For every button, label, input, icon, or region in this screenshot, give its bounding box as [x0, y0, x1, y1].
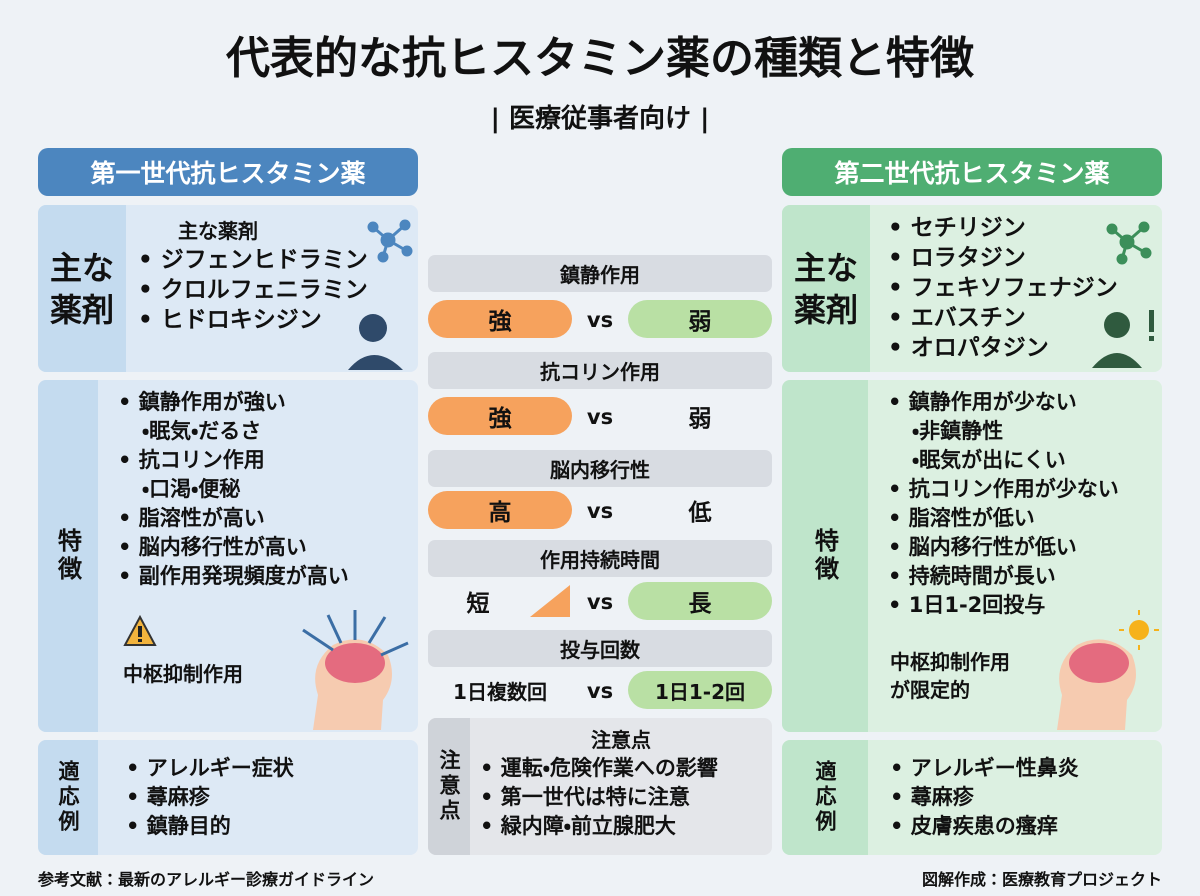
- list-item: アレルギー症状: [126, 754, 294, 783]
- list-item: 皮膚疾患の瘙痒: [890, 812, 1079, 841]
- comparison-title: 脳内移行性: [428, 450, 772, 487]
- feature-list: 鎮静作用が少ない非鎮静性眠気が出にくい抗コリン作用が少ない脂溶性が低い脳内移行性…: [888, 388, 1119, 620]
- drugs-label: 主な 薬剤: [38, 205, 126, 372]
- list-item: 鎮静目的: [126, 812, 294, 841]
- list-item: クロルフェニラミン: [138, 275, 368, 305]
- comparison-title: 作用持続時間: [428, 540, 772, 577]
- vs: vs: [586, 308, 614, 332]
- left-header: 第一世代抗ヒスタミン薬: [38, 148, 418, 196]
- caution-panel: 注意点 注意点 運転・危険作業への影響第一世代は特に注意緑内障・前立腺肥大: [428, 718, 772, 855]
- left-value: 強: [428, 300, 572, 338]
- note: 中枢抑制作用: [123, 662, 243, 686]
- indication-list: アレルギー性鼻炎蕁麻疹皮膚疾患の瘙痒: [890, 754, 1079, 841]
- list-item: 運転・危険作業への影響: [480, 754, 718, 783]
- label-line: 薬剤: [793, 290, 858, 329]
- note-line: が限定的: [890, 678, 970, 702]
- list-item: 抗コリン作用: [118, 446, 349, 475]
- list-item: 緑内障・前立腺肥大: [480, 812, 718, 841]
- person-icon: [1092, 310, 1154, 368]
- list-item: 持続時間が長い: [888, 562, 1119, 591]
- list-item: 鎮静作用が強い: [118, 388, 349, 417]
- list-item: オロパタジン: [888, 333, 1118, 363]
- right-drugs-panel: 主な薬剤 セチリジンロラタジンフェキソフェナジンエバスチンオロパタジン: [782, 205, 1162, 372]
- list-item: フェキソフェナジン: [888, 273, 1118, 303]
- brain-icon: [302, 610, 409, 730]
- list-item: 蕁麻疹: [126, 783, 294, 812]
- features-label: 特徴: [782, 380, 868, 732]
- right-value: 長: [628, 582, 772, 620]
- left-indications-panel: 適応例 アレルギー症状蕁麻疹鎮静目的: [38, 740, 418, 855]
- right-value: 弱: [688, 406, 712, 432]
- list-item: 鎮静作用が少ない: [888, 388, 1119, 417]
- label-line: 主な: [793, 248, 858, 287]
- drug-list: ジフェンヒドラミンクロルフェニラミンヒドロキシジン: [138, 245, 368, 335]
- list-item: 脂溶性が高い: [118, 504, 349, 533]
- duration-triangle: [530, 585, 570, 617]
- right-indications-panel: 適応例 アレルギー性鼻炎蕁麻疹皮膚疾患の瘙痒: [782, 740, 1162, 855]
- left-value: 強: [428, 397, 572, 435]
- label-line: 主な: [49, 248, 114, 287]
- list-item: 1日1-2回投与: [888, 591, 1119, 620]
- note-line: 中枢抑制作用: [890, 650, 1010, 674]
- right-value: 弱: [628, 300, 772, 338]
- right-value: 1日1-2回: [628, 671, 772, 709]
- sub-item: 眠気・だるさ: [118, 417, 349, 446]
- caution-list: 運転・危険作業への影響第一世代は特に注意緑内障・前立腺肥大: [480, 754, 718, 841]
- right-features-panel: 特徴 鎮静作用が少ない非鎮静性眠気が出にくい抗コリン作用が少ない脂溶性が低い脳内…: [782, 380, 1162, 732]
- vs: vs: [586, 590, 614, 614]
- left-features-panel: 特徴 鎮静作用が強い眠気・だるさ抗コリン作用口渇・便秘脂溶性が高い脳内移行性が高…: [38, 380, 418, 732]
- left-drugs-panel: 主な薬剤 主な薬剤 ジフェンヒドラミンクロルフェニラミンヒドロキシジン: [38, 205, 418, 372]
- list-item: 蕁麻疹: [890, 783, 1079, 812]
- left-value: 1日複数回: [453, 679, 547, 704]
- comparison-title: 鎮静作用: [428, 255, 772, 292]
- comparison-title: 投与回数: [428, 630, 772, 667]
- list-item: 脳内移行性が高い: [118, 533, 349, 562]
- drugs-heading: 主な薬剤: [178, 219, 258, 243]
- list-item: アレルギー性鼻炎: [890, 754, 1079, 783]
- sleepy-person-icon: [348, 314, 403, 370]
- right-header: 第二世代抗ヒスタミン薬: [782, 148, 1162, 196]
- left-value: 短: [466, 591, 490, 617]
- label-line: 薬剤: [49, 290, 114, 329]
- sub-item: 眠気が出にくい: [888, 446, 1119, 475]
- caution-heading: 注意点: [591, 728, 651, 752]
- features-label: 特徴: [38, 380, 98, 732]
- molecule-icon: [367, 219, 413, 263]
- footer-right: 図解作成：医療教育プロジェクト: [921, 870, 1162, 889]
- list-item: セチリジン: [888, 213, 1118, 243]
- note: 中枢抑制作用 が限定的: [890, 648, 1010, 704]
- drug-list: セチリジンロラタジンフェキソフェナジンエバスチンオロパタジン: [888, 213, 1118, 363]
- indications-label: 適応例: [782, 740, 868, 855]
- indications-label: 適応例: [38, 740, 98, 855]
- vs: vs: [586, 679, 614, 703]
- indication-list: アレルギー症状蕁麻疹鎮静目的: [126, 754, 294, 841]
- sub-item: 口渇・便秘: [118, 475, 349, 504]
- subtitle: | 医療従事者向け |: [490, 104, 710, 134]
- comparison-title: 抗コリン作用: [428, 352, 772, 389]
- brain-icon: [1057, 610, 1159, 730]
- list-item: ロラタジン: [888, 243, 1118, 273]
- sub-item: 非鎮静性: [888, 417, 1119, 446]
- list-item: 抗コリン作用が少ない: [888, 475, 1119, 504]
- list-item: 脂溶性が低い: [888, 504, 1119, 533]
- title: 代表的な抗ヒスタミン薬の種類と特徴: [226, 33, 974, 84]
- list-item: 副作用発現頻度が高い: [118, 562, 349, 591]
- footer-left: 参考文献：最新のアレルギー診療ガイドライン: [38, 870, 375, 889]
- molecule-icon: [1106, 221, 1152, 265]
- list-item: 脳内移行性が低い: [888, 533, 1119, 562]
- drugs-label: 主な 薬剤: [782, 205, 870, 372]
- caution-label: 注意点: [428, 718, 470, 855]
- list-item: エバスチン: [888, 303, 1118, 333]
- left-value: 高: [428, 491, 572, 529]
- feature-list: 鎮静作用が強い眠気・だるさ抗コリン作用口渇・便秘脂溶性が高い脳内移行性が高い副作…: [118, 388, 349, 591]
- list-item: ヒドロキシジン: [138, 305, 368, 335]
- list-item: 第一世代は特に注意: [480, 783, 718, 812]
- right-value: 低: [688, 500, 712, 526]
- warning-icon: [123, 615, 157, 646]
- list-item: ジフェンヒドラミン: [138, 245, 368, 275]
- vs: vs: [586, 405, 614, 429]
- vs: vs: [586, 499, 614, 523]
